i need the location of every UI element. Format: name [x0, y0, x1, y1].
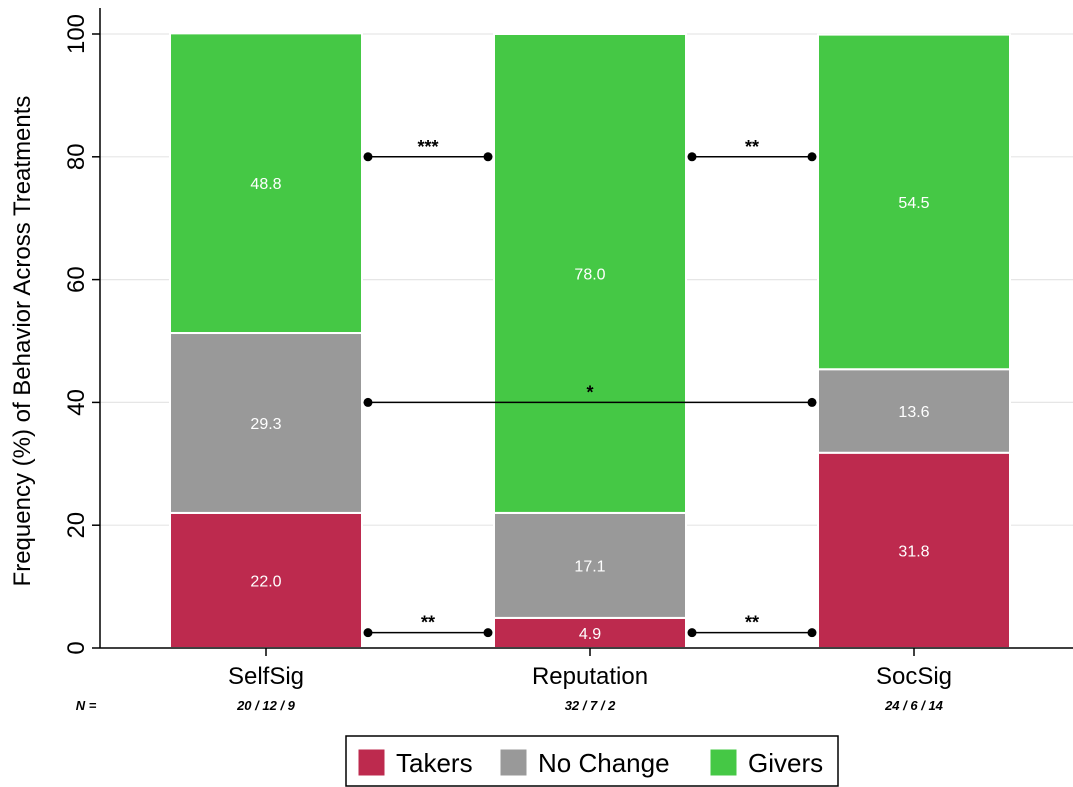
- legend-label: Takers: [396, 748, 473, 778]
- significance-endpoint: [807, 397, 817, 407]
- legend-swatch: [357, 748, 386, 777]
- legend-box: [345, 735, 839, 787]
- significance-endpoint: [483, 152, 493, 162]
- x-tick-label: Reputation: [532, 663, 648, 690]
- bar-segment: [169, 332, 363, 514]
- data-label: 4.9: [579, 626, 601, 643]
- legend-swatch: [499, 748, 528, 777]
- legend-label: No Change: [538, 748, 670, 778]
- significance-stars: **: [421, 613, 435, 633]
- n-count-label: 32 / 7 / 2: [565, 698, 616, 713]
- significance-endpoint: [687, 628, 697, 638]
- significance-stars: ***: [417, 137, 438, 157]
- bar-segment: [169, 511, 363, 649]
- data-label: 17.1: [574, 558, 605, 575]
- y-axis-title: Frequency (%) of Behavior Across Treatme…: [9, 96, 36, 587]
- significance-endpoint: [807, 628, 817, 638]
- y-tick-label: 0: [63, 641, 90, 654]
- y-tick-label: 60: [63, 266, 90, 293]
- data-label: 13.6: [898, 404, 929, 421]
- n-count-label: 24 / 6 / 14: [884, 698, 944, 713]
- bars: [169, 32, 1011, 650]
- y-tick-label: 40: [63, 389, 90, 416]
- x-tick-label: SelfSig: [228, 663, 304, 690]
- significance-stars: **: [745, 137, 759, 157]
- significance-stars: *: [586, 382, 593, 402]
- significance-stars: **: [745, 613, 759, 633]
- data-label: 29.3: [250, 416, 281, 433]
- bar-segment: [493, 33, 687, 514]
- y-tick-label: 80: [63, 143, 90, 170]
- significance-endpoint: [483, 628, 493, 638]
- n-prefix-label: N =: [76, 698, 97, 713]
- y-tick-label: 100: [63, 14, 90, 54]
- bar-segment: [817, 451, 1011, 649]
- significance-annotations: *** ***** **: [363, 137, 817, 638]
- bar-segment: [169, 32, 363, 335]
- legend: Takers No Change Givers: [345, 735, 839, 787]
- x-tick-label: SocSig: [876, 663, 952, 690]
- significance-endpoint: [363, 628, 373, 638]
- data-label: 22.0: [250, 573, 281, 590]
- bar-segment: [817, 33, 1011, 371]
- labels: 22.0 29.3 48.8 4.9 17.1 78.0 31.8 13.6 54.5: [250, 176, 929, 643]
- n-count-label: 20 / 12 / 9: [236, 698, 296, 713]
- data-label: 54.5: [898, 195, 929, 212]
- significance-endpoint: [807, 152, 817, 162]
- legend-swatch: [709, 748, 738, 777]
- significance-endpoint: [687, 152, 697, 162]
- significance-endpoint: [363, 152, 373, 162]
- axes: 0 20 40 60 80 100 Frequency (%) of Behavior Ac…: [9, 8, 1073, 713]
- legend-label: Givers: [748, 748, 823, 778]
- bar-segment: [817, 368, 1011, 454]
- data-label: 31.8: [898, 543, 929, 560]
- data-label: 48.8: [250, 176, 281, 193]
- y-tick-label: 20: [63, 512, 90, 539]
- data-label: 78.0: [574, 266, 605, 283]
- significance-endpoint: [363, 397, 373, 407]
